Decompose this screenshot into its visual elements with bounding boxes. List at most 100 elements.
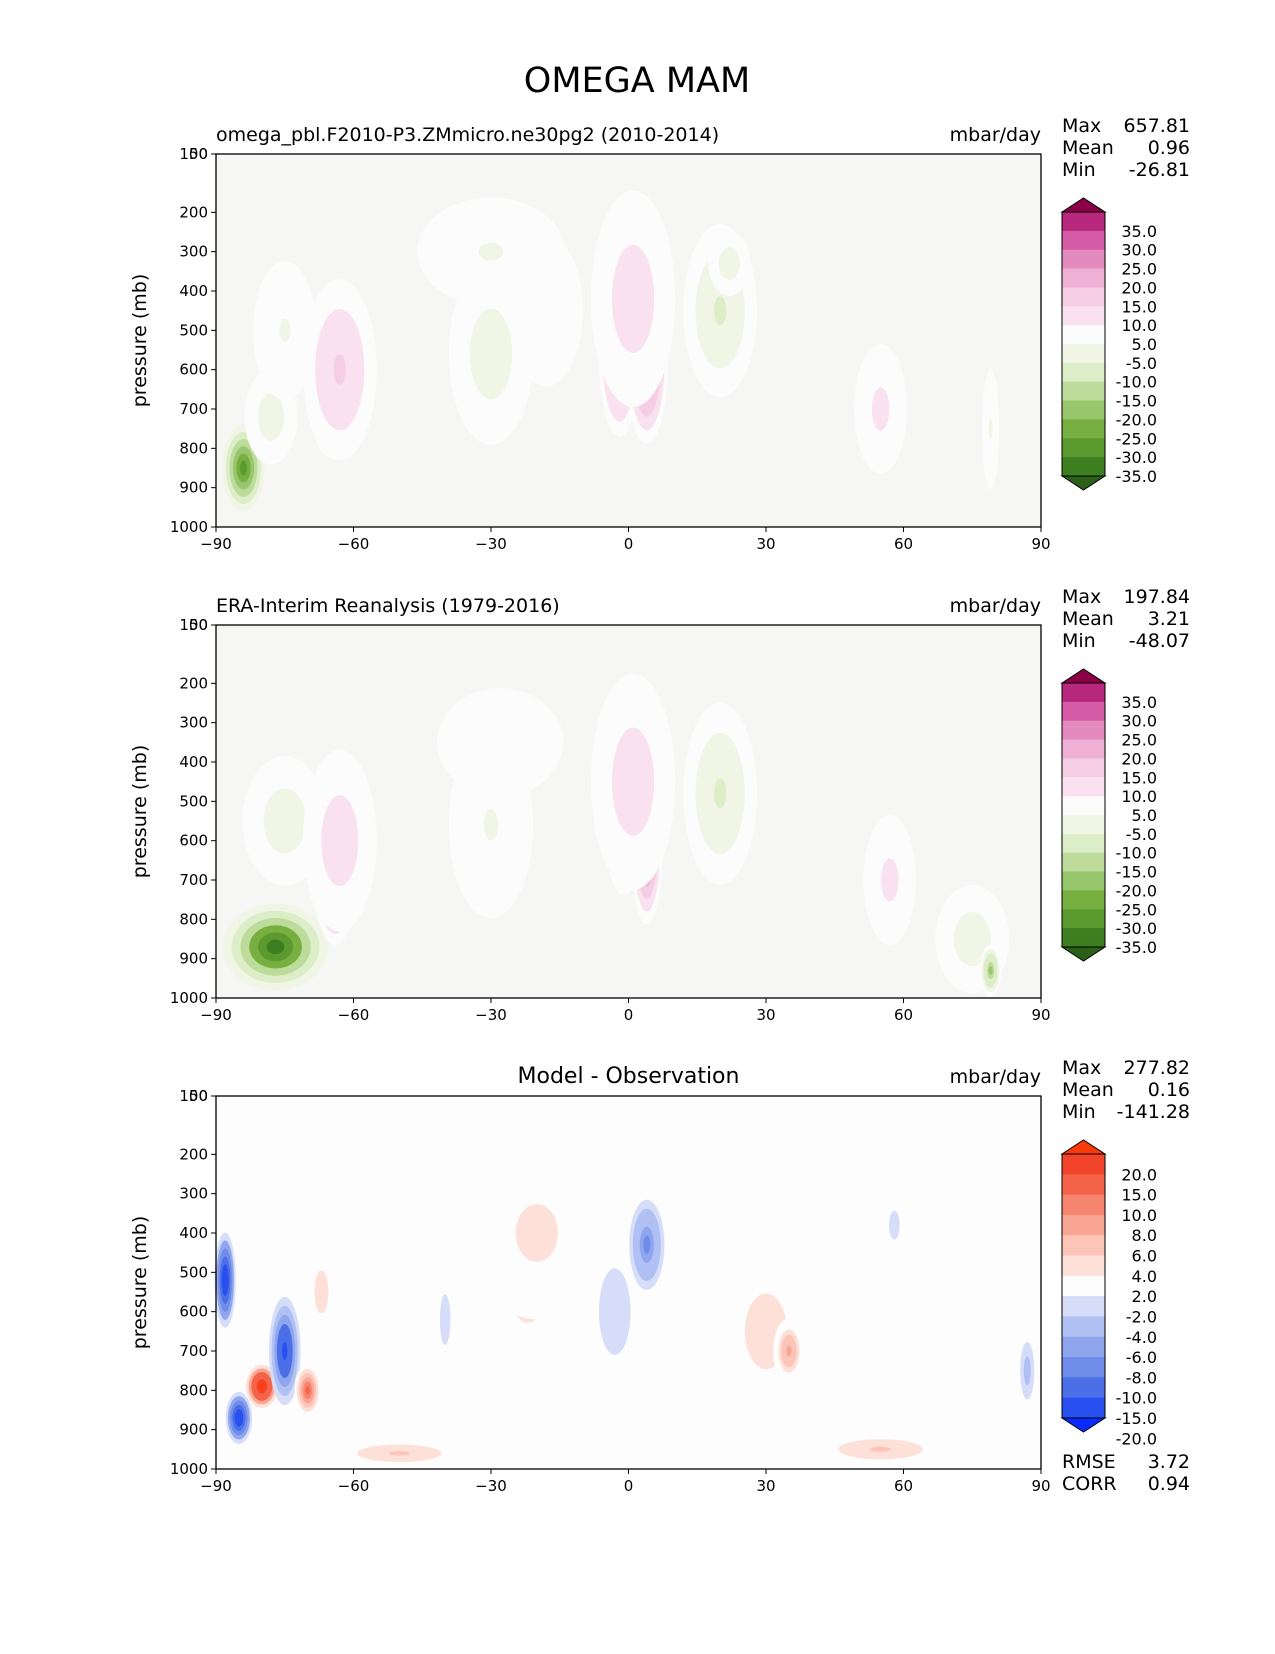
colorbar-band (1062, 796, 1105, 816)
panel-1: omega_pbl.F2010-P3.ZMmicro.ne30pg2 (2010… (129, 115, 1190, 553)
colorbar-tick-label: 25.0 (1121, 260, 1157, 279)
colorbar-tick-label: -6.0 (1126, 1348, 1157, 1367)
colorbar-tick-label: -25.0 (1116, 429, 1157, 448)
stat-value-min: -26.81 (1129, 159, 1190, 181)
colorbar-band (1062, 777, 1105, 797)
contour-region-13 (988, 966, 993, 975)
colorbar-tick-label: 15.0 (1121, 1186, 1157, 1205)
colorbar-frame (1061, 1153, 1106, 1419)
stat-value-min: -48.07 (1129, 630, 1190, 652)
colorbar-tick-label: -20.0 (1116, 410, 1157, 429)
stat-label-mean: Mean (1062, 1079, 1114, 1101)
colorbar: 35.030.025.020.015.010.05.0-5.0-10.0-15.… (1060, 668, 1157, 962)
colorbar-band (1062, 419, 1105, 439)
colorbar-band (1062, 344, 1105, 364)
colorbar-band (1062, 890, 1105, 910)
y-tick-label: 300 (179, 1185, 208, 1203)
stat-value-max: 657.81 (1124, 115, 1190, 137)
colorbar-band (1062, 1357, 1105, 1378)
contour-region-4 (333, 825, 346, 856)
x-tick-label: 60 (894, 1477, 913, 1495)
colorbar-tick-label: -15.0 (1116, 863, 1157, 882)
contour-region-12 (643, 1235, 651, 1254)
colorbar-tick-label: 20.0 (1121, 278, 1157, 297)
contour-region-11 (885, 869, 895, 891)
colorbar-tick-label: -15.0 (1116, 392, 1157, 411)
colorbar: 20.0 15.010.08.0 6.04.02.0-2.0 -4.0-6.0-8.0… (1060, 1139, 1157, 1448)
x-tick-label: −30 (475, 535, 507, 553)
y-tick-label: 50 (189, 145, 208, 163)
contour-region-15 (988, 418, 993, 439)
stat-value-max: 197.84 (1124, 586, 1190, 608)
contour-region-15 (870, 1446, 892, 1452)
stat-label-min: Min (1062, 159, 1096, 181)
colorbar-extend-min (1060, 946, 1107, 962)
x-tick-label: −90 (200, 535, 232, 553)
y-tick-label: 500 (179, 321, 208, 339)
contour-field (222, 673, 1010, 997)
colorbar-tick-label: 10.0 (1121, 1206, 1157, 1225)
colorbar-tick-label: -35.0 (1116, 467, 1157, 486)
colorbar-tick-label: 4.0 (1132, 1267, 1157, 1286)
x-tick-label: −60 (338, 535, 370, 553)
colorbar-tick-label: -2.0 (1126, 1307, 1157, 1326)
panel-3: Model - Observation mbar/day Max 277.82 Mean… (129, 1057, 1190, 1495)
stat-label-mean: Mean (1062, 608, 1114, 630)
colorbar-tick-label: -15.0 (1116, 1409, 1157, 1428)
colorbar-band (1062, 1316, 1105, 1338)
y-tick-label: 50 (189, 1087, 208, 1105)
colorbar-tick-label: -5.0 (1126, 825, 1157, 844)
contour-region-7 (478, 242, 504, 261)
y-tick-label: 1000 (170, 1460, 208, 1478)
stat-value-mean: 0.16 (1148, 1079, 1190, 1101)
rmse-label: RMSE (1062, 1451, 1116, 1473)
contour-region-3 (279, 318, 291, 342)
y-tick-label: 800 (179, 439, 208, 457)
stat-label-min: Min (1062, 630, 1096, 652)
contour-region-10 (714, 778, 727, 809)
panel-title: Model - Observation (518, 1064, 740, 1089)
y-tick-label: 500 (179, 792, 208, 810)
colorbar-tick-label: 35.0 (1121, 222, 1157, 241)
colorbar-band (1062, 815, 1105, 835)
y-axis-label: pressure (mb) (129, 745, 151, 879)
colorbar-tick-label: -8.0 (1126, 1368, 1157, 1387)
contour-region-11 (609, 1297, 621, 1327)
colorbar-tick-label: 15.0 (1121, 768, 1157, 787)
stat-label-max: Max (1062, 115, 1101, 137)
rmse-value: 3.72 (1148, 1451, 1190, 1473)
colorbar-band (1062, 871, 1105, 891)
colorbar-band (1062, 701, 1105, 722)
colorbar-tick-label: 35.0 (1121, 693, 1157, 712)
units-label: mbar/day (950, 124, 1041, 146)
stat-value-max: 277.82 (1124, 1057, 1190, 1079)
colorbar-tick-label: -20.0 (1116, 881, 1157, 900)
x-tick-label: −30 (475, 1006, 507, 1024)
colorbar: 35.030.025.020.015.010.05.0-5.0-10.0-15.… (1060, 197, 1157, 491)
colorbar-band (1062, 683, 1105, 703)
colorbar-frame (1061, 211, 1106, 477)
colorbar-frame (1061, 682, 1106, 948)
contour-region-11 (626, 280, 641, 317)
colorbar-band (1062, 1397, 1105, 1419)
colorbar-tick-label: -10.0 (1116, 1389, 1157, 1408)
colorbar-band (1062, 1194, 1105, 1216)
colorbar-tick-label: 10.0 (1121, 787, 1157, 806)
y-tick-label: 700 (179, 400, 208, 418)
contour-region-5 (483, 809, 499, 841)
stat-label-max: Max (1062, 1057, 1101, 1079)
contour-region-14 (876, 398, 885, 420)
y-tick-label: 900 (179, 950, 208, 968)
contour-region-5 (333, 354, 346, 385)
units-label: mbar/day (950, 595, 1041, 617)
contour-region-13 (725, 258, 733, 269)
colorbar-band (1062, 928, 1105, 948)
contour-region-6 (489, 733, 511, 752)
colorbar-band (1062, 249, 1105, 270)
contour-region-1 (239, 460, 248, 476)
y-tick-label: 100 (179, 1087, 208, 1105)
stat-label-max: Max (1062, 586, 1101, 608)
colorbar-band (1062, 400, 1105, 420)
x-tick-label: 90 (1031, 1006, 1050, 1024)
y-tick-label: 200 (179, 1145, 208, 1163)
